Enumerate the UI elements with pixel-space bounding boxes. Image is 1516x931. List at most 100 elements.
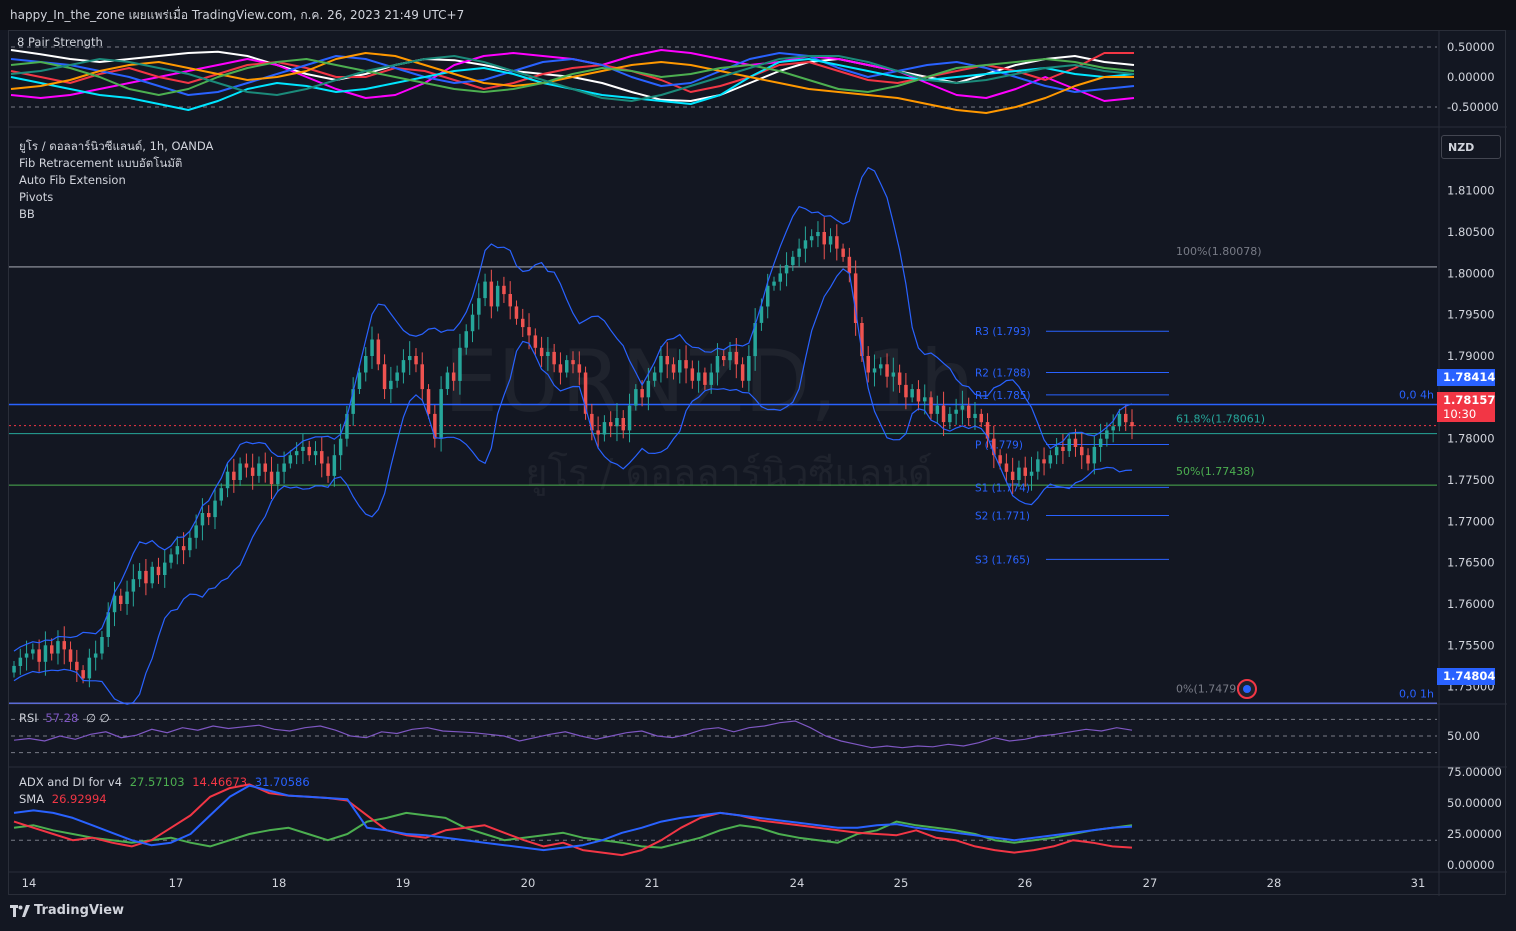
- adx-value-3: 31.70586: [254, 775, 310, 789]
- candle-body: [150, 566, 154, 584]
- candle-body: [558, 364, 563, 373]
- price-tag-upper-fib: 1.78414: [1437, 369, 1495, 386]
- candle-body: [37, 649, 41, 662]
- candle-body: [420, 364, 424, 390]
- candle-body: [502, 285, 506, 295]
- candle-body: [885, 364, 889, 377]
- candle-body: [514, 306, 519, 319]
- candle-body: [916, 389, 921, 402]
- time-tick-label-8: 26: [1018, 876, 1033, 890]
- adx-legend: ADX and DI for v4 27.57103 14.46673 31.7…: [19, 774, 314, 808]
- candle-body: [483, 281, 487, 299]
- price-tick-label-4: 1.79000: [1447, 349, 1495, 363]
- footer-brand[interactable]: TradingView: [10, 903, 124, 918]
- candle-body: [552, 351, 556, 365]
- pivot-p-label: P (1.779): [975, 439, 1023, 451]
- candle-body: [426, 389, 431, 414]
- candle-body: [194, 525, 198, 538]
- candle-body: [389, 380, 393, 390]
- fib-1h-label: 0,0 1h: [1399, 687, 1434, 700]
- fib-0-label: 0%(1.74798): [1176, 682, 1248, 695]
- candle-body: [125, 591, 129, 604]
- candle-body: [257, 463, 261, 476]
- candle-body: [332, 455, 337, 476]
- candle-body: [68, 649, 73, 662]
- candle-body: [690, 368, 695, 381]
- candle-body: [464, 331, 468, 348]
- candle-body: [439, 389, 443, 439]
- candle-body: [527, 327, 531, 336]
- currency-button[interactable]: NZD: [1441, 135, 1501, 159]
- price-tag-lower-fib: 1.74804: [1437, 668, 1495, 685]
- candle-body: [722, 356, 726, 361]
- chart-canvas[interactable]: 0.50000 0.00000 -0.50000 1.81000 1.80500 1.80…: [9, 31, 1507, 896]
- strength-series-line-3: [10, 52, 1135, 96]
- candle-body: [1080, 446, 1084, 456]
- price-tag-current: 1.78157 10:30: [1437, 392, 1495, 422]
- candle-body: [696, 372, 701, 381]
- sma-value: 26.92994: [51, 792, 107, 806]
- candle-body: [1054, 446, 1059, 456]
- strength-tick-label-1: 0.00000: [1447, 70, 1495, 84]
- rsi-extra: ∅ ∅: [85, 711, 110, 725]
- adx-label[interactable]: ADX and DI for v4: [19, 775, 123, 789]
- candle-body: [307, 446, 311, 456]
- candle-body: [979, 413, 983, 423]
- candle-body: [106, 612, 110, 637]
- candle-body: [395, 372, 399, 381]
- candle-body: [181, 546, 186, 551]
- indicator-auto-fib-extension[interactable]: Auto Fib Extension: [19, 173, 126, 187]
- symbol-label[interactable]: ยูโร / ดอลลาร์นิวซีแลนด์, 1h, OANDA: [19, 139, 214, 153]
- candle-body: [301, 446, 305, 451]
- candle-body: [973, 413, 977, 418]
- candle-body: [609, 422, 613, 427]
- candle-body: [634, 389, 638, 406]
- candle-body: [853, 273, 858, 323]
- candle-body: [715, 356, 720, 373]
- candle-body: [370, 339, 374, 356]
- candle-body: [18, 657, 23, 666]
- candle-body: [489, 281, 494, 307]
- candle-body: [665, 356, 669, 365]
- candle-body: [1061, 446, 1065, 451]
- candle-body: [1010, 471, 1015, 480]
- candle-body: [213, 500, 217, 518]
- candle-body: [288, 455, 293, 464]
- candle-body: [345, 413, 349, 439]
- candle-body: [364, 356, 368, 373]
- candle-body: [929, 397, 933, 414]
- candle-body: [269, 471, 274, 485]
- candle-body: [433, 413, 437, 439]
- candle-body: [1117, 413, 1122, 427]
- candle-body: [156, 566, 161, 576]
- candle-body: [684, 360, 688, 369]
- indicator-bb[interactable]: BB: [19, 207, 35, 221]
- indicator-fib-retracement[interactable]: Fib Retracement แบบอัตโนมัติ: [19, 156, 183, 170]
- indicator-pivots[interactable]: Pivots: [19, 190, 54, 204]
- adx-tick-label-0: 75.00000: [1447, 765, 1502, 779]
- candle-body: [250, 467, 255, 476]
- candle-body: [62, 641, 66, 650]
- candle-body: [477, 298, 481, 315]
- candle-body: [627, 405, 632, 431]
- candle-body: [357, 372, 362, 389]
- chart-frame[interactable]: 0.50000 0.00000 -0.50000 1.81000 1.80500 1.80…: [8, 30, 1507, 896]
- candle-body: [458, 347, 462, 381]
- rsi-label[interactable]: RSI: [19, 711, 38, 725]
- candle-body: [1111, 426, 1115, 431]
- strength-series-line-2: [10, 52, 1134, 93]
- price-tick-label-10: 1.76000: [1447, 597, 1495, 611]
- candle-body: [207, 513, 211, 518]
- rsi-value: 57.28: [45, 711, 79, 725]
- candle-body: [470, 314, 475, 332]
- fib-100-label: 100%(1.80078): [1176, 245, 1262, 258]
- candle-body: [1092, 446, 1097, 464]
- event-marker-icon-core: [1243, 685, 1251, 693]
- candle-body: [1023, 467, 1027, 476]
- price-tick-label-8: 1.77000: [1447, 514, 1495, 528]
- candle-body: [740, 364, 745, 381]
- price-tick-label-2: 1.80000: [1447, 266, 1495, 280]
- candle-body: [24, 653, 29, 658]
- candle-body: [338, 438, 343, 456]
- sma-label[interactable]: SMA: [19, 792, 45, 806]
